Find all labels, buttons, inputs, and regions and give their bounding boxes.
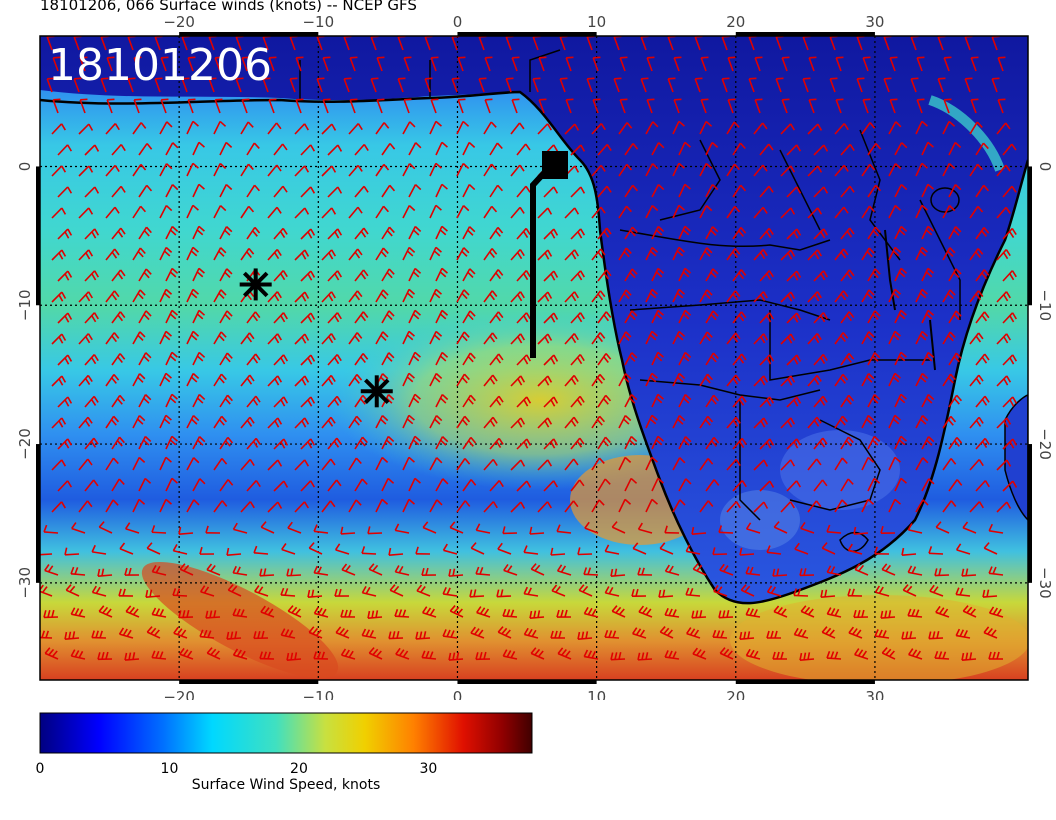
colorbar-tick-label: 10: [161, 761, 179, 777]
frame-tick-top: [457, 32, 596, 36]
frame-tick-bottom: [736, 680, 875, 684]
x-tick-label-top: −20: [163, 13, 195, 31]
map-svg: −20 −20 −10 −10 0 0 10 10 20 20 30 30 0 0 −10 −10 −20 −20…: [0, 0, 1056, 700]
frame-tick-right: [1028, 444, 1032, 583]
asterisk-1-marker: [240, 268, 272, 300]
x-tick-label-top: 20: [726, 13, 745, 31]
y-tick-label-left: −30: [16, 567, 34, 599]
y-tick-label-right: −10: [1036, 289, 1054, 321]
x-tick-label-bottom: 20: [726, 688, 745, 700]
date-stamp: 18101206: [48, 40, 272, 91]
y-tick-label-right: 0: [1036, 162, 1054, 172]
colorbar-tick-label: 30: [420, 761, 438, 777]
x-tick-label-top: 0: [453, 13, 463, 31]
frame-tick-top: [179, 32, 318, 36]
colorbar-svg: 0 10 20 30 Surface Wind Speed, knots: [0, 700, 1056, 816]
y-tick-label-left: 0: [16, 162, 34, 172]
frame-tick-top: [736, 32, 875, 36]
colorbar-tick-label: 20: [290, 761, 308, 777]
frame-tick-right: [1028, 166, 1032, 305]
colorbar-label: Surface Wind Speed, knots: [192, 777, 381, 793]
colorbar-gradient: [40, 713, 532, 753]
wind-speed-field: [38, 34, 1030, 698]
colorbar-tick-label: 0: [36, 761, 45, 777]
x-tick-label-bottom: 30: [865, 688, 884, 700]
x-tick-label-top: 10: [587, 13, 606, 31]
x-tick-label-bottom: 0: [453, 688, 463, 700]
y-tick-label-right: −20: [1036, 428, 1054, 460]
frame-tick-bottom: [457, 680, 596, 684]
colorbar-ticks: 0 10 20 30: [36, 761, 438, 777]
wind-map: −20 −20 −10 −10 0 0 10 10 20 20 30 30 0 0 −10 −10 −20 −20…: [0, 0, 1056, 700]
x-tick-label-top: −10: [302, 13, 334, 31]
frame-tick-bottom: [179, 680, 318, 684]
x-tick-label-bottom: 10: [587, 688, 606, 700]
y-tick-label-right: −30: [1036, 567, 1054, 599]
frame-tick-left: [36, 444, 40, 583]
y-tick-label-left: −20: [16, 428, 34, 460]
frame-tick-left: [36, 166, 40, 305]
y-tick-label-left: −10: [16, 289, 34, 321]
asterisk-2-marker: [361, 375, 393, 407]
x-tick-label-bottom: −20: [163, 688, 195, 700]
x-tick-label-top: 30: [865, 13, 884, 31]
colorbar: 0 10 20 30 Surface Wind Speed, knots: [0, 700, 1056, 816]
x-tick-label-bottom: −10: [302, 688, 334, 700]
